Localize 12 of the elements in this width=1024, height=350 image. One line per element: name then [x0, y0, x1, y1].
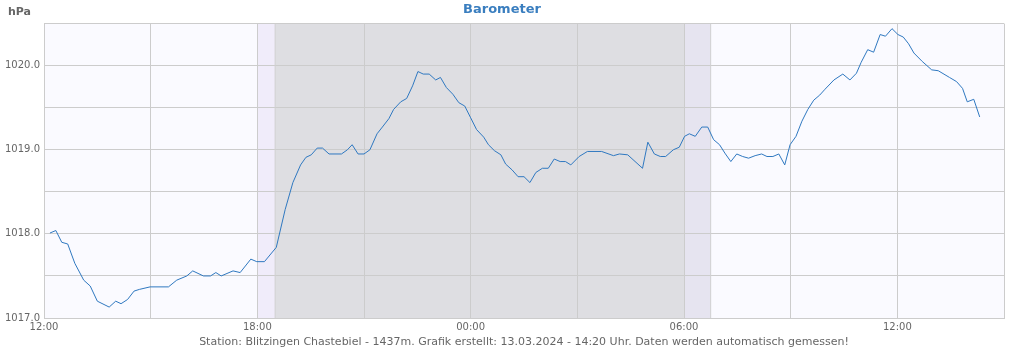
x-tick-label: 18:00 [242, 320, 272, 332]
chart-title: Barometer [463, 1, 542, 17]
text: Station: Blitzingen Chastebiel - 1437m. Grafik erstellt: 13.03.2024 - 14:20 Uhr. Daten werden automatisch gemessen! [199, 335, 849, 349]
y-tick-label: 1017.0 [5, 311, 40, 323]
x-tick-label: 06:00 [669, 320, 699, 332]
x-tick-label: 12:00 [29, 320, 59, 332]
y-tick-label: 1020.0 [5, 59, 40, 71]
x-tick-label: 00:00 [456, 320, 486, 332]
y-axis-title: hPa [8, 4, 32, 18]
y-tick-label: 1019.0 [5, 143, 40, 155]
x-tick-label: 12:00 [882, 320, 912, 332]
y-tick-label: 1018.0 [5, 227, 40, 239]
